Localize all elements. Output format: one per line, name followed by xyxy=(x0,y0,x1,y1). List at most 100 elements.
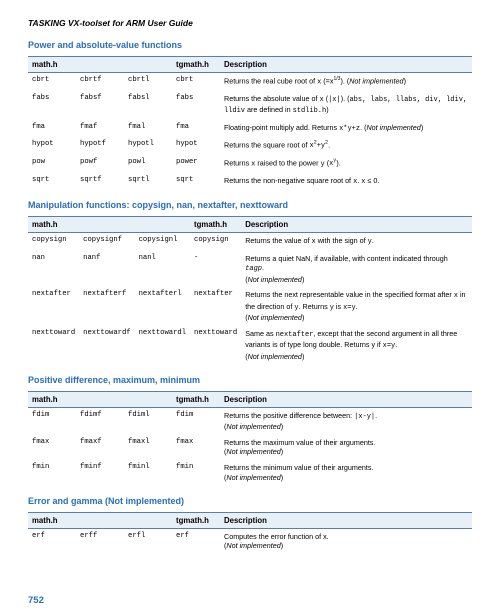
code-cell: fma xyxy=(172,120,220,137)
code-cell: copysignl xyxy=(135,233,190,251)
code-cell: cbrtf xyxy=(76,73,124,91)
description-cell: Returns the maximum value of their argum… xyxy=(220,435,472,460)
code-cell: fabs xyxy=(28,91,76,120)
code-cell: fabs xyxy=(172,91,220,120)
page-title: TASKING VX-toolset for ARM User Guide xyxy=(28,18,472,28)
code-cell: erf xyxy=(28,528,76,554)
code-cell: fdiml xyxy=(124,407,172,435)
col-header: tgmath.h xyxy=(172,391,220,407)
code-cell: nanf xyxy=(79,251,134,288)
page-number: 752 xyxy=(28,595,44,606)
section-title: Manipulation functions: copysign, nan, n… xyxy=(28,200,472,210)
code-cell: fabsl xyxy=(124,91,172,120)
table-row: copysigncopysignfcopysignlcopysignReturn… xyxy=(28,233,472,251)
code-cell: fma xyxy=(28,120,76,137)
code-cell: copysignf xyxy=(79,233,134,251)
code-cell: erff xyxy=(76,528,124,554)
col-header xyxy=(124,57,172,73)
code-cell: powl xyxy=(124,155,172,173)
section-title: Power and absolute-value functions xyxy=(28,40,472,50)
col-header: math.h xyxy=(28,512,76,528)
col-header xyxy=(124,512,172,528)
code-cell: sqrt xyxy=(28,173,76,190)
code-cell: nexttowardl xyxy=(135,326,190,365)
code-cell: hypotl xyxy=(124,137,172,155)
code-cell: powf xyxy=(76,155,124,173)
function-table: math.htgmath.hDescriptioncopysigncopysig… xyxy=(28,216,472,365)
description-cell: Returns the next representable value in … xyxy=(241,287,472,326)
code-cell: nextafter xyxy=(190,287,241,326)
col-header xyxy=(135,217,190,233)
table-row: nextafternextafterfnextafterlnextafterRe… xyxy=(28,287,472,326)
description-cell: Floating-point multiply add. Returns x*y… xyxy=(220,120,472,137)
table-row: erferfferflerfComputes the error functio… xyxy=(28,528,472,554)
col-header: Description xyxy=(220,512,472,528)
description-cell: Returns the real cube root of x (=x1/3).… xyxy=(220,73,472,91)
table-row: nexttowardnexttowardfnexttowardlnexttowa… xyxy=(28,326,472,365)
code-cell: sqrt xyxy=(172,173,220,190)
col-header: math.h xyxy=(28,391,76,407)
table-row: fdimfdimffdimlfdimReturns the positive d… xyxy=(28,407,472,435)
table-row: powpowfpowlpowerReturns x raised to the … xyxy=(28,155,472,173)
section-title: Error and gamma (Not implemented) xyxy=(28,496,472,506)
table-row: nannanfnanl-Returns a quiet NaN, if avai… xyxy=(28,251,472,288)
code-cell: copysign xyxy=(190,233,241,251)
code-cell: power xyxy=(172,155,220,173)
code-cell: erfl xyxy=(124,528,172,554)
code-cell: cbrt xyxy=(28,73,76,91)
code-cell: fmin xyxy=(172,460,220,485)
table-row: fmafmaffmalfmaFloating-point multiply ad… xyxy=(28,120,472,137)
table-row: hypothypotfhypotlhypotReturns the square… xyxy=(28,137,472,155)
code-cell: cbrt xyxy=(172,73,220,91)
description-cell: Same as nextafter, except that the secon… xyxy=(241,326,472,365)
code-cell: fminf xyxy=(76,460,124,485)
table-row: sqrtsqrtfsqrtlsqrtReturns the non-negati… xyxy=(28,173,472,190)
col-header xyxy=(124,391,172,407)
code-cell: fmax xyxy=(172,435,220,460)
function-table: math.htgmath.hDescriptionfdimfdimffdimlf… xyxy=(28,391,472,486)
content-area: Power and absolute-value functions math.h… xyxy=(28,40,472,554)
code-cell: pow xyxy=(28,155,76,173)
code-cell: fabsf xyxy=(76,91,124,120)
col-header: math.h xyxy=(28,217,79,233)
code-cell: nanl xyxy=(135,251,190,288)
description-cell: Returns the minimum value of their argum… xyxy=(220,460,472,485)
code-cell: fmax xyxy=(28,435,76,460)
col-header: tgmath.h xyxy=(172,57,220,73)
code-cell: fdim xyxy=(172,407,220,435)
code-cell: nextafter xyxy=(28,287,79,326)
col-header xyxy=(76,391,124,407)
code-cell: nexttowardf xyxy=(79,326,134,365)
code-cell: - xyxy=(190,251,241,288)
code-cell: nexttoward xyxy=(190,326,241,365)
section-title: Positive difference, maximum, minimum xyxy=(28,375,472,385)
code-cell: sqrtl xyxy=(124,173,172,190)
table-row: fminfminffminlfminReturns the minimum va… xyxy=(28,460,472,485)
col-header: math.h xyxy=(28,57,76,73)
col-header: Description xyxy=(220,57,472,73)
code-cell: cbrtl xyxy=(124,73,172,91)
description-cell: Returns the value of x with the sign of … xyxy=(241,233,472,251)
code-cell: nextafterl xyxy=(135,287,190,326)
function-table: math.htgmath.hDescriptioncbrtcbrtfcbrtlc… xyxy=(28,56,472,190)
code-cell: hypot xyxy=(172,137,220,155)
col-header: Description xyxy=(241,217,472,233)
table-row: cbrtcbrtfcbrtlcbrtReturns the real cube … xyxy=(28,73,472,91)
code-cell: copysign xyxy=(28,233,79,251)
description-cell: Computes the error function of x.(Not im… xyxy=(220,528,472,554)
function-table: math.htgmath.hDescriptionerferfferflerfC… xyxy=(28,512,472,554)
code-cell: hypot xyxy=(28,137,76,155)
description-cell: Returns the positive difference between:… xyxy=(220,407,472,435)
code-cell: sqrtf xyxy=(76,173,124,190)
col-header: tgmath.h xyxy=(172,512,220,528)
description-cell: Returns x raised to the power y (xy). xyxy=(220,155,472,173)
code-cell: nextafterf xyxy=(79,287,134,326)
description-cell: Returns the non-negative square root of … xyxy=(220,173,472,190)
code-cell: erf xyxy=(172,528,220,554)
code-cell: hypotf xyxy=(76,137,124,155)
table-row: fabsfabsffabslfabsReturns the absolute v… xyxy=(28,91,472,120)
code-cell: fmal xyxy=(124,120,172,137)
col-header xyxy=(76,57,124,73)
code-cell: fdim xyxy=(28,407,76,435)
code-cell: fmin xyxy=(28,460,76,485)
